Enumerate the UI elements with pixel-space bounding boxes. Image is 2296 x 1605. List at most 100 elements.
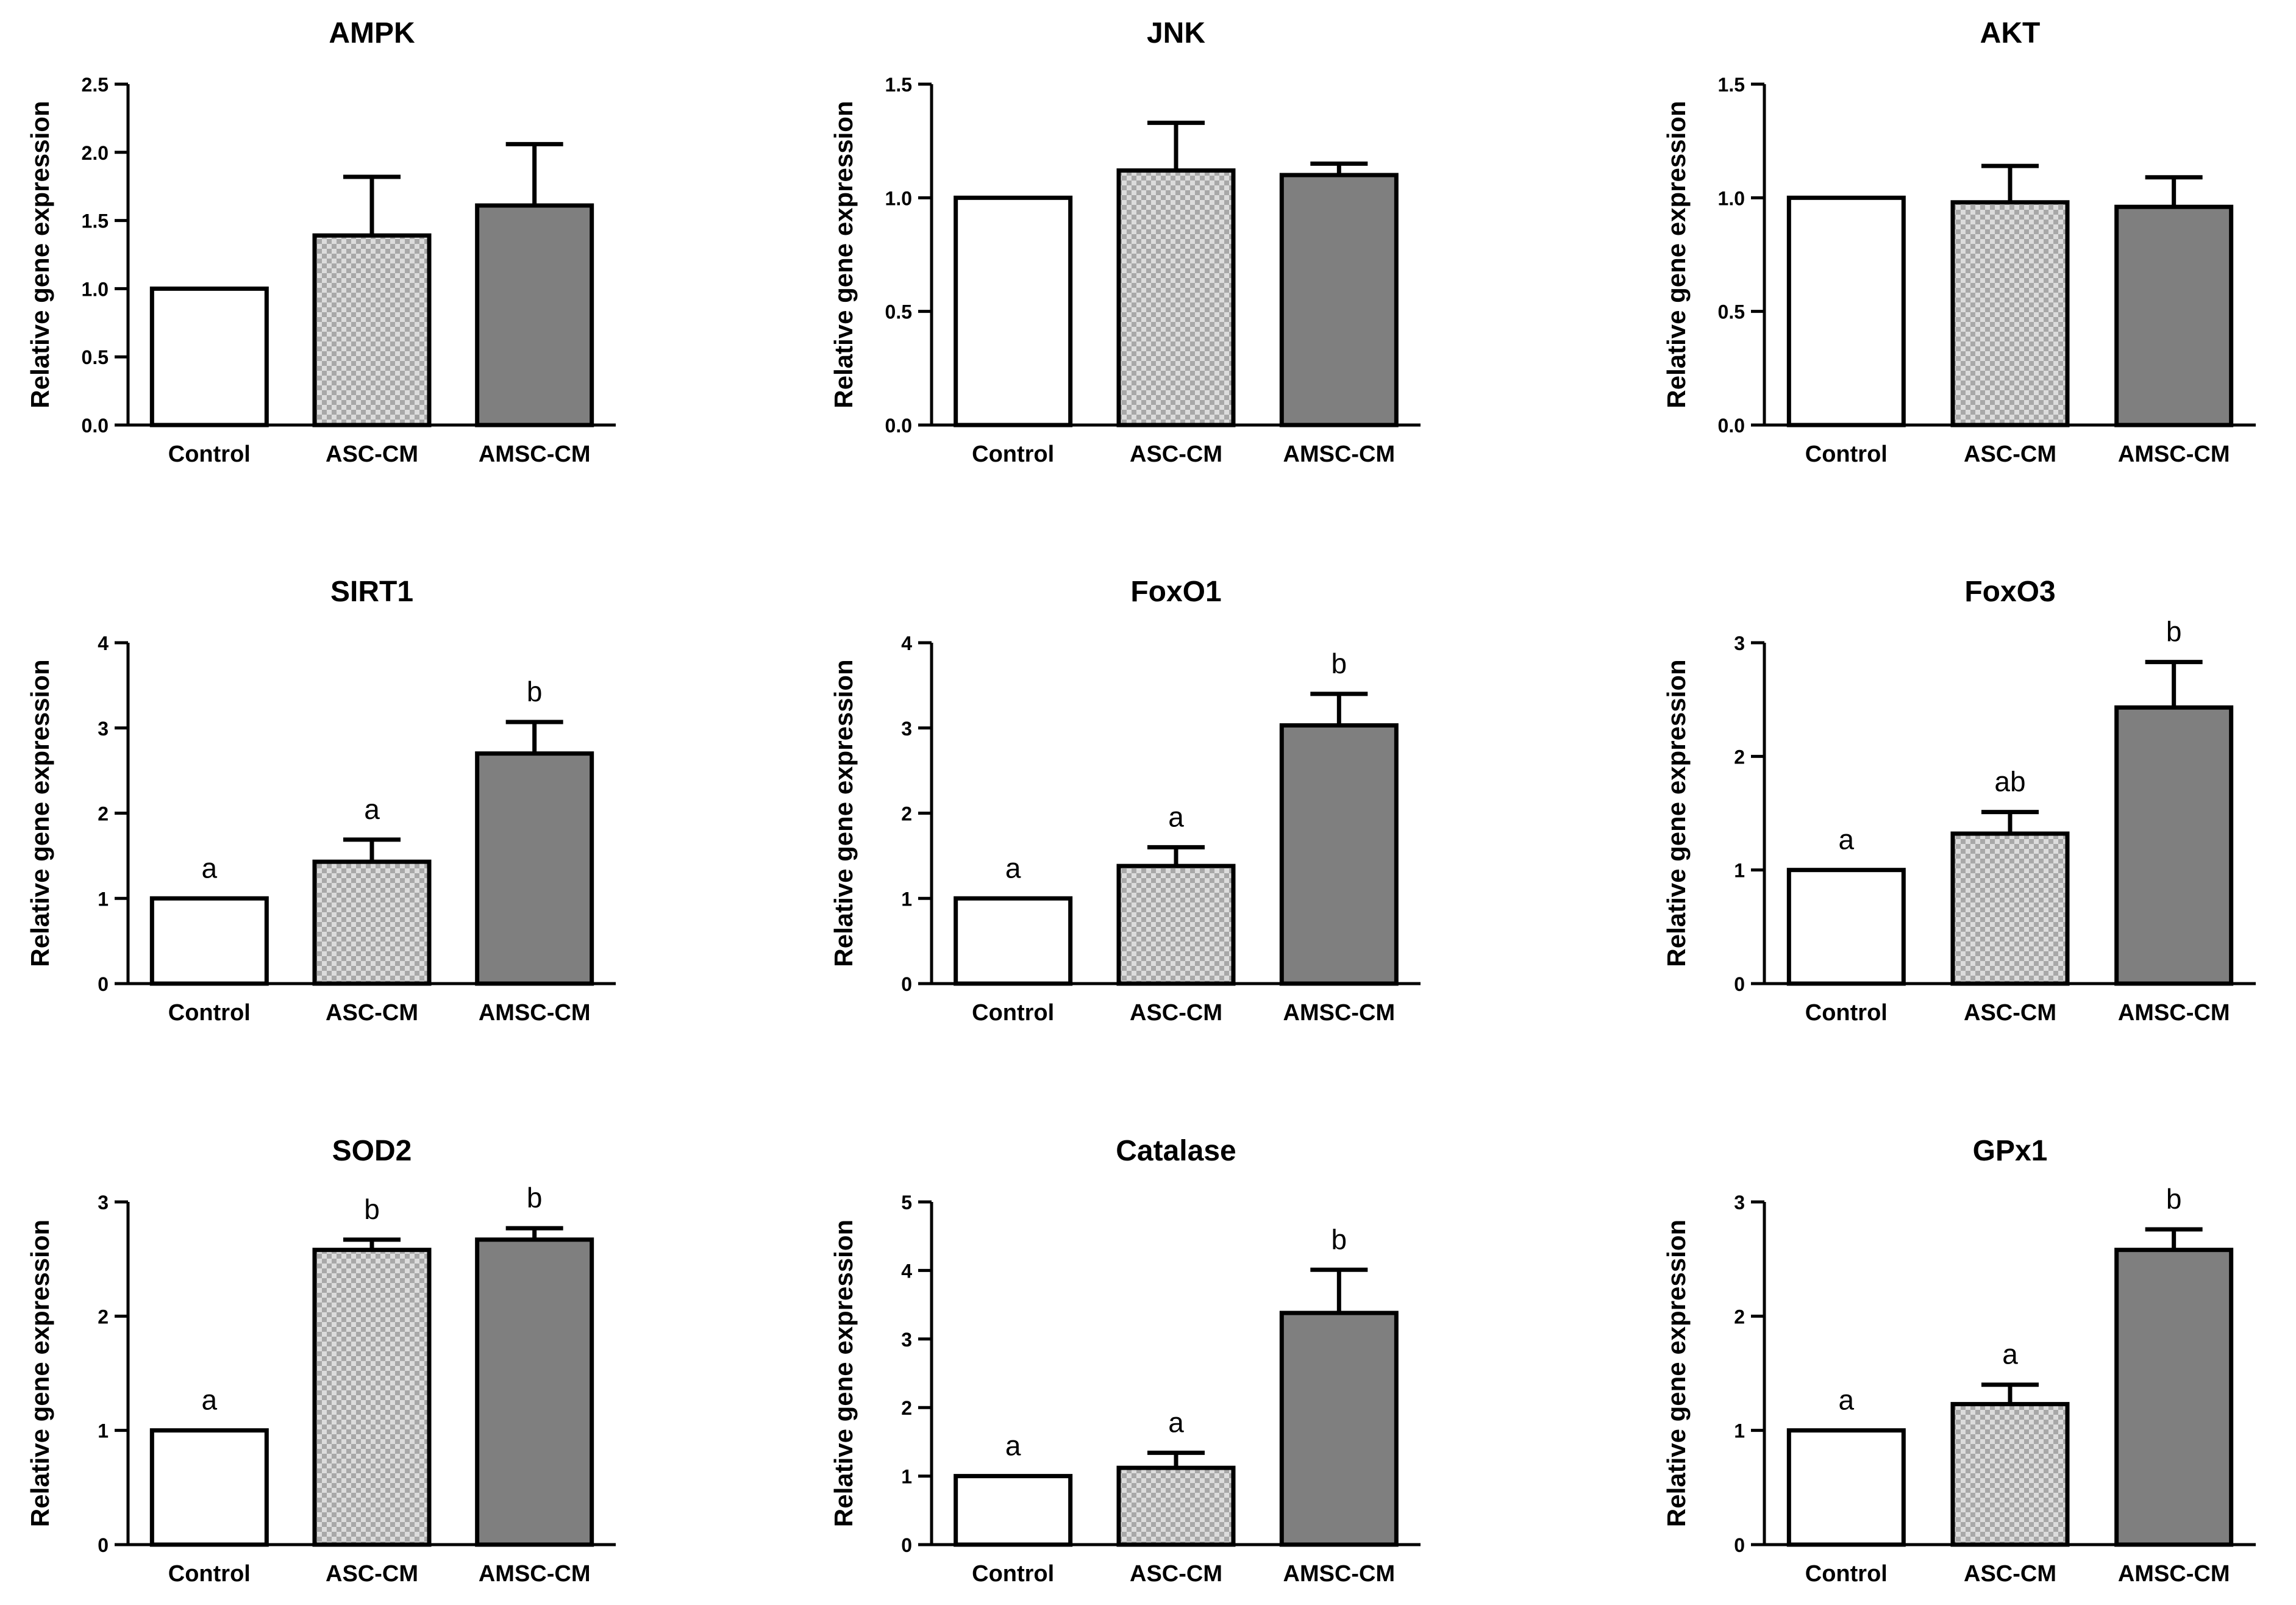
x-tick-label: Control: [168, 1000, 251, 1026]
chart-foxo3: FoxO3 Relative gene expression a Control ab A…: [1662, 576, 2256, 1026]
significance-label: b: [1332, 648, 1347, 679]
y-tick-label: 0.0: [82, 415, 109, 437]
bar-control: [1786, 1428, 1906, 1547]
bar-amsc-cm: [2114, 1248, 2234, 1547]
y-tick-label: 2: [98, 803, 109, 825]
significance-label: b: [2166, 1183, 2182, 1215]
bar-asc-cm: [1116, 1465, 1236, 1547]
chart-akt: AKT Relative gene expression Control ASC-CM…: [1662, 17, 2256, 467]
chart-sod2: SOD2 Relative gene expression a Control b ASC…: [26, 1135, 616, 1587]
chart-title: JNK: [1147, 17, 1205, 49]
y-tick-label: 1.5: [82, 210, 109, 232]
significance-label: a: [1168, 1406, 1184, 1438]
y-tick-label: 0: [98, 1534, 109, 1556]
significance-label: a: [1168, 801, 1184, 832]
y-tick-label: 0.0: [885, 415, 912, 437]
y-tick-label: 2: [98, 1306, 109, 1328]
significance-label: a: [1839, 1384, 1855, 1416]
y-tick-label: 1: [98, 1420, 109, 1442]
bar-amsc-cm: [1279, 723, 1399, 986]
bar-amsc-cm: [475, 751, 594, 986]
bar-control: [954, 1474, 1073, 1547]
x-tick-label: ASC-CM: [1130, 1561, 1222, 1587]
y-axis-label: Relative gene expression: [1662, 101, 1691, 408]
y-tick-label: 3: [901, 718, 912, 740]
bar-amsc-cm: [475, 1237, 594, 1547]
chart-foxo1: FoxO1 Relative gene expression a Control a AS…: [829, 576, 1421, 1026]
x-tick-label: AMSC-CM: [1283, 441, 1396, 467]
bar-amsc-cm: [475, 203, 594, 427]
y-tick-label: 1: [1734, 860, 1745, 882]
y-axis-label: Relative gene expression: [829, 1220, 858, 1527]
x-tick-label: AMSC-CM: [1283, 1000, 1396, 1026]
y-axis-label: Relative gene expression: [26, 659, 54, 967]
bar-asc-cm: [1950, 831, 2070, 986]
x-tick-label: AMSC-CM: [479, 441, 591, 467]
y-tick-label: 3: [98, 1192, 109, 1214]
y-tick-label: 1.0: [82, 278, 109, 300]
y-tick-label: 4: [901, 632, 912, 654]
bar-asc-cm: [312, 1248, 432, 1547]
y-tick-label: 1: [98, 888, 109, 910]
chart-title: AKT: [1980, 17, 2041, 49]
y-tick-label: 3: [98, 718, 109, 740]
bar-amsc-cm: [2114, 705, 2234, 986]
y-tick-label: 1: [901, 1466, 912, 1488]
x-tick-label: Control: [1805, 1561, 1888, 1587]
significance-label: a: [1005, 1430, 1021, 1462]
x-tick-label: ASC-CM: [1964, 1000, 2056, 1026]
x-tick-label: ASC-CM: [326, 1561, 418, 1587]
significance-label: a: [1005, 852, 1021, 884]
y-tick-label: 0.5: [82, 346, 109, 368]
bar-amsc-cm: [2114, 204, 2234, 427]
x-tick-label: Control: [972, 1561, 1054, 1587]
y-tick-label: 0.5: [1718, 301, 1745, 323]
significance-label: b: [527, 1182, 543, 1214]
y-tick-label: 3: [1734, 632, 1745, 654]
y-tick-label: 1.0: [1718, 187, 1745, 209]
significance-label: a: [202, 852, 218, 884]
x-tick-label: AMSC-CM: [2118, 1561, 2230, 1587]
x-tick-label: ASC-CM: [1964, 1561, 2056, 1587]
chart-jnk: JNK Relative gene expression Control ASC-CM…: [829, 17, 1421, 467]
y-tick-label: 0: [901, 1534, 912, 1556]
bar-amsc-cm: [1279, 173, 1399, 427]
significance-label: b: [364, 1193, 380, 1225]
significance-label: a: [2002, 1339, 2018, 1370]
x-tick-label: Control: [972, 441, 1054, 467]
significance-label: a: [202, 1384, 218, 1416]
y-tick-label: 2: [1734, 1306, 1745, 1328]
y-axis-label: Relative gene expression: [829, 659, 858, 967]
y-tick-label: 0: [98, 973, 109, 995]
y-tick-label: 5: [901, 1192, 912, 1214]
x-tick-label: ASC-CM: [1130, 1000, 1222, 1026]
y-tick-label: 2: [1734, 746, 1745, 768]
y-tick-label: 0.5: [885, 301, 912, 323]
y-tick-label: 0: [1734, 973, 1745, 995]
x-tick-label: AMSC-CM: [1283, 1561, 1396, 1587]
bar-control: [149, 1428, 269, 1547]
bar-asc-cm: [312, 233, 432, 427]
x-tick-label: AMSC-CM: [2118, 1000, 2230, 1026]
chart-catalase: Catalase Relative gene expression a Control…: [829, 1135, 1421, 1587]
x-tick-label: AMSC-CM: [2118, 441, 2230, 467]
y-tick-label: 2.0: [82, 142, 109, 164]
chart-gpx1: GPx1 Relative gene expression a Control a ASC…: [1662, 1135, 2256, 1587]
y-tick-label: 2.5: [82, 74, 109, 96]
chart-title: SOD2: [332, 1135, 412, 1167]
bar-control: [149, 896, 269, 986]
y-tick-label: 1: [901, 888, 912, 910]
significance-label: b: [1332, 1223, 1347, 1255]
y-tick-label: 2: [901, 1397, 912, 1419]
bar-control: [954, 896, 1073, 986]
x-tick-label: ASC-CM: [1964, 441, 2056, 467]
y-axis-label: Relative gene expression: [26, 101, 54, 408]
chart-title: SIRT1: [330, 576, 413, 608]
x-tick-label: Control: [972, 1000, 1054, 1026]
bar-asc-cm: [1116, 863, 1236, 986]
x-tick-label: AMSC-CM: [479, 1000, 591, 1026]
chart-ampk: AMPK Relative gene expression Control ASC-C…: [26, 17, 616, 467]
y-axis-label: Relative gene expression: [26, 1220, 54, 1527]
chart-title: AMPK: [329, 17, 415, 49]
